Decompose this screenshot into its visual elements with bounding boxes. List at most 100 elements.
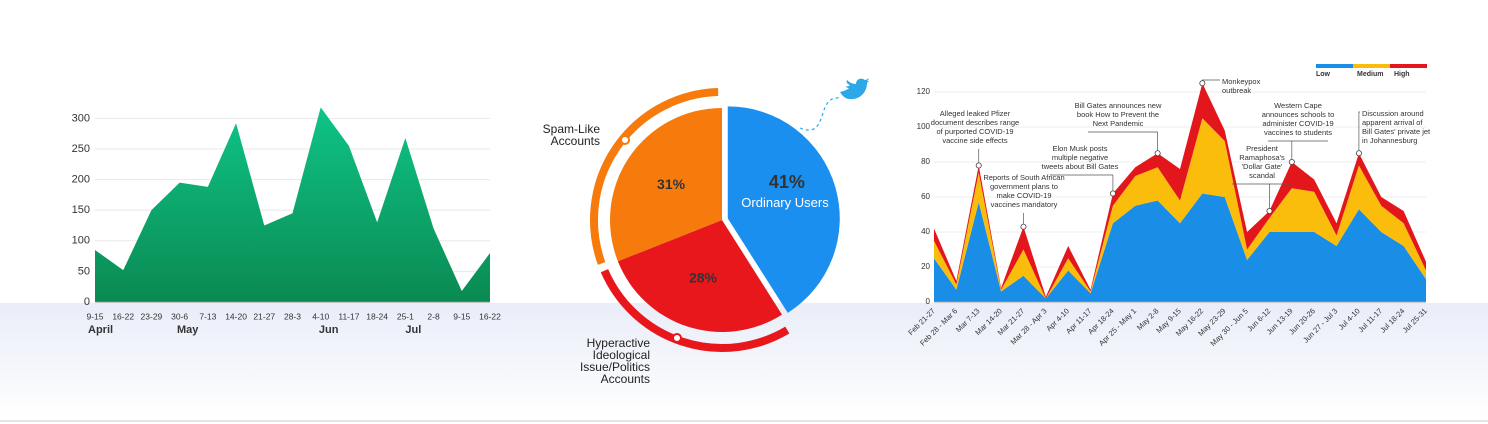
annotation-text: Elon Musk posts	[1052, 144, 1107, 153]
legend-label: Low	[1316, 71, 1331, 78]
y-tick-label: 100	[72, 235, 90, 247]
leader-line	[1268, 140, 1328, 162]
annotation-text: Bill Gates announces new	[1075, 101, 1162, 110]
legend-label: High	[1394, 71, 1410, 78]
annotation-text: vaccines mandatory	[991, 200, 1058, 209]
pie-slice	[617, 220, 783, 332]
annotation-text: government plans to	[990, 182, 1058, 191]
y-tick-label: 50	[78, 265, 90, 277]
x-tick-label: 7-13	[199, 311, 216, 321]
dashed-curve	[799, 97, 841, 131]
annotation-text: in Johannesburg	[1362, 136, 1417, 145]
annotation-text: tweets about Bill Gates	[1042, 162, 1119, 171]
x-tick-label: 16-22	[112, 311, 134, 321]
annotation-text: Alleged leaked Pfizer	[940, 109, 1011, 118]
annotation-text: apparent arrival of	[1362, 118, 1423, 127]
x-tick-label: 25-1	[397, 311, 414, 321]
annotation-text: President	[1246, 144, 1279, 153]
annotation-text: Ramaphosa's	[1239, 153, 1285, 162]
leader-line	[1232, 183, 1292, 211]
annotation-text: multiple negative	[1052, 153, 1108, 162]
annotation-dot	[975, 162, 982, 169]
annotation-text: Discussion around	[1362, 109, 1424, 118]
label-dot	[672, 333, 682, 343]
x-tick-label: 23-29	[141, 311, 163, 321]
y-tick-label: 120	[917, 87, 931, 96]
leader-line	[1088, 131, 1158, 154]
x-tick-label: 16-22	[479, 311, 501, 321]
annotation-text: scandal	[1249, 171, 1275, 180]
leader-line	[1050, 174, 1114, 194]
annotation-dot	[1266, 207, 1273, 214]
annotation-dot	[1154, 150, 1161, 157]
y-tick-label: 250	[72, 143, 90, 155]
annotation-text: outbreak	[1222, 86, 1251, 95]
pie-ring	[590, 88, 719, 265]
y-tick-label: 20	[921, 262, 930, 271]
annotation-text: Bill Gates' private jet	[1362, 127, 1431, 136]
x-tick-label: 30-6	[171, 311, 188, 321]
y-tick-label: 60	[921, 192, 930, 201]
leader-line	[1358, 111, 1360, 154]
value-label: 28%	[689, 269, 718, 285]
twitter-bird	[840, 78, 870, 100]
x-tick-label: 9-15	[86, 311, 103, 321]
x-tick-label: 4-10	[312, 311, 329, 321]
annotation-text: document describes range	[931, 118, 1019, 127]
y-tick-label: 40	[921, 227, 930, 236]
pie-slice	[610, 108, 722, 262]
annotation-text: announces schools to	[1262, 110, 1335, 119]
y-tick-label: 0	[926, 297, 931, 306]
annotation-text: Western Cape	[1274, 101, 1322, 110]
annotation-text: 'Dollar Gate'	[1242, 162, 1283, 171]
x-tick-label: 9-15	[453, 311, 470, 321]
x-tick-label: 11-17	[338, 311, 359, 321]
area-layer	[934, 83, 1426, 299]
area-layer	[934, 193, 1426, 302]
annotation-text: Reports of South African	[983, 173, 1064, 182]
label-dot	[620, 135, 630, 145]
y-tick-label: 150	[72, 204, 90, 216]
annotation-text: Next Pandemic	[1093, 119, 1144, 128]
month-label: April	[88, 324, 113, 336]
legend-swatch	[1353, 64, 1390, 68]
y-tick-label: 200	[72, 173, 90, 185]
annotation-text: book How to Prevent the	[1077, 110, 1159, 119]
annotation-text: vaccine side effects	[942, 136, 1008, 145]
annotation-dot	[1109, 190, 1116, 197]
month-label: Jul	[405, 324, 421, 336]
pie-slice	[727, 106, 840, 313]
slice-label-box: Ordinary Users	[741, 196, 828, 209]
y-tick-label: 300	[72, 112, 90, 124]
x-tick-label: 28-3	[284, 311, 301, 321]
annotation-dot	[1355, 150, 1362, 157]
x-tick-label: 2-8	[427, 311, 440, 321]
annotation-text: vaccines to students	[1264, 128, 1332, 137]
legend-label: Medium	[1357, 71, 1383, 78]
pie-ring	[600, 269, 790, 352]
slice-label: Spam-Like Accounts	[542, 123, 600, 148]
annotation-text: make COVID-19	[996, 191, 1051, 200]
slice-label-box: Spam-Like Accounts	[542, 123, 600, 148]
y-tick-label: 100	[917, 122, 931, 131]
legend-swatch	[1390, 64, 1427, 68]
area-layer	[934, 118, 1426, 299]
x-tick-label: 21-27	[253, 311, 275, 321]
y-tick-label: 0	[84, 296, 90, 308]
value-label: 41%	[769, 172, 805, 192]
area	[95, 107, 490, 302]
annotation-text: administer COVID-19	[1262, 119, 1333, 128]
annotation-dot	[1288, 158, 1295, 165]
annotation-dot	[1199, 80, 1206, 87]
month-label: May	[177, 324, 199, 336]
x-tick-label: 14-20	[225, 311, 247, 321]
slice-label-box: Hyperactive Ideological Issue/Politics A…	[579, 337, 650, 386]
slice-label: Hyperactive Ideological Issue/Politics A…	[579, 337, 650, 386]
annotation-text: Monkeypox	[1222, 77, 1261, 86]
annotation-text: of purported COVID-19	[936, 127, 1013, 136]
x-tick-label: 18-24	[366, 311, 388, 321]
annotation-dot	[1020, 223, 1027, 230]
legend-swatch	[1316, 64, 1353, 68]
value-label: 31%	[657, 176, 686, 192]
